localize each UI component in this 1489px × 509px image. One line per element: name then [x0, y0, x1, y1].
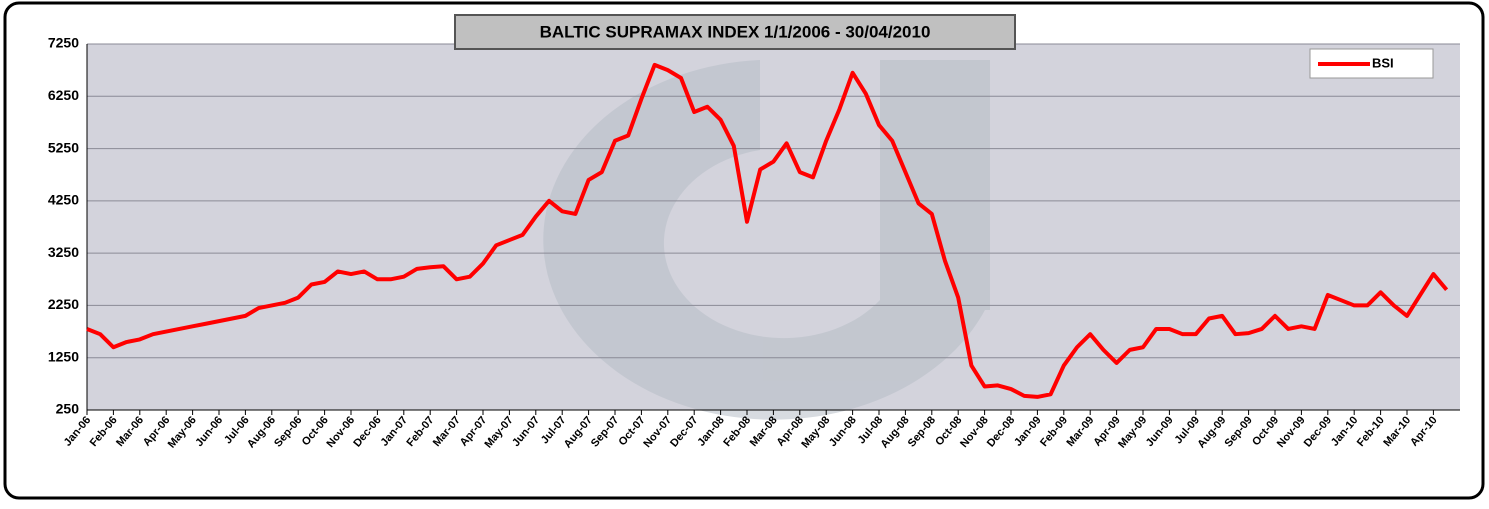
y-tick-label: 3250 — [48, 244, 79, 260]
title-box — [454, 14, 1016, 50]
y-tick-label: 1250 — [48, 348, 79, 364]
y-tick-label: 4250 — [48, 192, 79, 208]
y-tick-label: 5250 — [48, 139, 79, 155]
legend-label: BSI — [1372, 55, 1394, 70]
y-tick-label: 2250 — [48, 296, 79, 312]
watermark — [543, 60, 990, 420]
data-line — [86, 62, 1449, 399]
chart-title: BALTIC SUPRAMAX INDEX 1/1/2006 - 30/04/2… — [540, 22, 931, 41]
y-tick-label: 250 — [56, 401, 80, 417]
y-tick-label: 7250 — [48, 35, 79, 51]
y-tick-label: 6250 — [48, 87, 79, 103]
